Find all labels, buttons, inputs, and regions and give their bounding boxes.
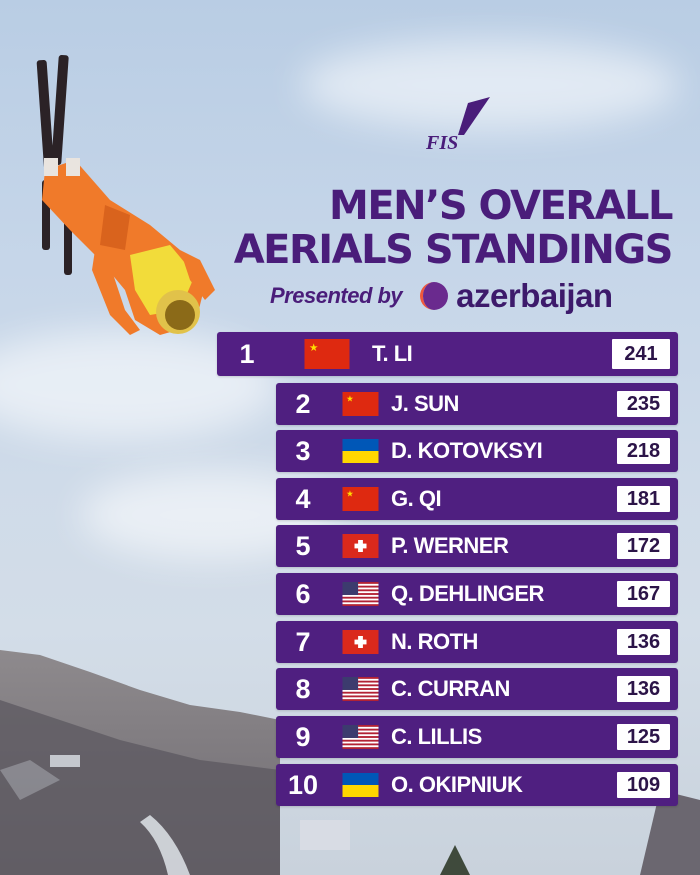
title-line-1: MEN’S OVERALL — [329, 183, 673, 229]
ukraine-flag-icon — [340, 773, 381, 797]
standings-row: 3 D. KOTOVKSYI 218 — [276, 430, 678, 472]
svg-text:★: ★ — [346, 489, 354, 499]
rank-number: 1 — [239, 338, 255, 369]
athlete-name: G. QI — [391, 486, 442, 511]
athlete-name: C. LILLIS — [391, 724, 482, 749]
standings-row: 7 N. ROTH 136 — [276, 621, 678, 663]
rank-number: 2 — [295, 388, 311, 419]
points-value: 136 — [617, 629, 670, 655]
standings-row: 2 ★ J. SUN 235 — [276, 383, 678, 425]
rank-number: 10 — [287, 769, 319, 800]
points-value: 218 — [617, 438, 670, 464]
points-value: 125 — [617, 724, 670, 750]
rank-number: 4 — [295, 483, 311, 514]
athlete-name: J. SUN — [391, 391, 459, 416]
athlete-name: O. OKIPNIUK — [391, 772, 523, 797]
points-value: 109 — [617, 772, 670, 798]
switzerland-flag-icon — [340, 534, 381, 558]
azerbaijan-logo-icon — [420, 282, 449, 310]
china-flag-icon: ★ — [340, 487, 381, 511]
athlete-name: P. WERNER — [391, 533, 509, 558]
china-flag-icon: ★ — [340, 392, 381, 416]
points-value: 136 — [617, 676, 670, 702]
skier-athlete-image — [36, 54, 215, 335]
rank-number: 3 — [295, 435, 311, 466]
standings-row: 9 C. LILLIS 125 — [276, 716, 678, 758]
rank-number: 7 — [295, 626, 311, 657]
athlete-name: T. LI — [372, 341, 413, 366]
points-value: 181 — [617, 486, 670, 512]
athlete-name: D. KOTOVKSYI — [391, 438, 543, 463]
usa-flag-icon — [340, 677, 381, 702]
sponsor-banner: Presented by azerbaijan — [270, 277, 613, 314]
standings-row: 8 C. CURRAN 136 — [276, 668, 678, 710]
switzerland-flag-icon — [340, 630, 381, 654]
points-value: 235 — [617, 391, 670, 417]
points-value: 172 — [617, 533, 670, 559]
presented-by-label: Presented by — [270, 283, 403, 308]
standings-row: 4 ★ G. QI 181 — [276, 478, 678, 520]
svg-text:★: ★ — [309, 342, 319, 354]
athlete-name: Q. DEHLINGER — [391, 581, 544, 606]
cloud — [300, 40, 680, 130]
standings-row: 10 O. OKIPNIUK 109 — [276, 764, 678, 806]
fis-logo: FIS — [425, 97, 490, 154]
athlete-name: N. ROTH — [391, 629, 478, 654]
rank-number: 9 — [295, 721, 311, 752]
title-line-2: AERIALS STANDINGS — [233, 227, 674, 273]
standings-row: 5 P. WERNER 172 — [276, 525, 678, 567]
china-flag-icon: ★ — [302, 339, 352, 369]
fis-logo-text: FIS — [425, 132, 458, 154]
rank-number: 8 — [295, 673, 311, 704]
rank-number: 5 — [295, 530, 311, 561]
rank-number: 6 — [295, 578, 311, 609]
ukraine-flag-icon — [340, 439, 381, 463]
svg-text:★: ★ — [346, 394, 354, 404]
usa-flag-icon — [340, 725, 381, 750]
standings-row: 1 ★ T. LI 241 — [217, 332, 678, 376]
standings-row: 6 Q. DEHLINGER 167 — [276, 573, 678, 615]
points-value: 167 — [617, 581, 670, 607]
athlete-name: C. CURRAN — [391, 676, 510, 701]
usa-flag-icon — [340, 582, 381, 607]
sponsor-name: azerbaijan — [456, 277, 613, 314]
points-value: 241 — [612, 339, 670, 369]
